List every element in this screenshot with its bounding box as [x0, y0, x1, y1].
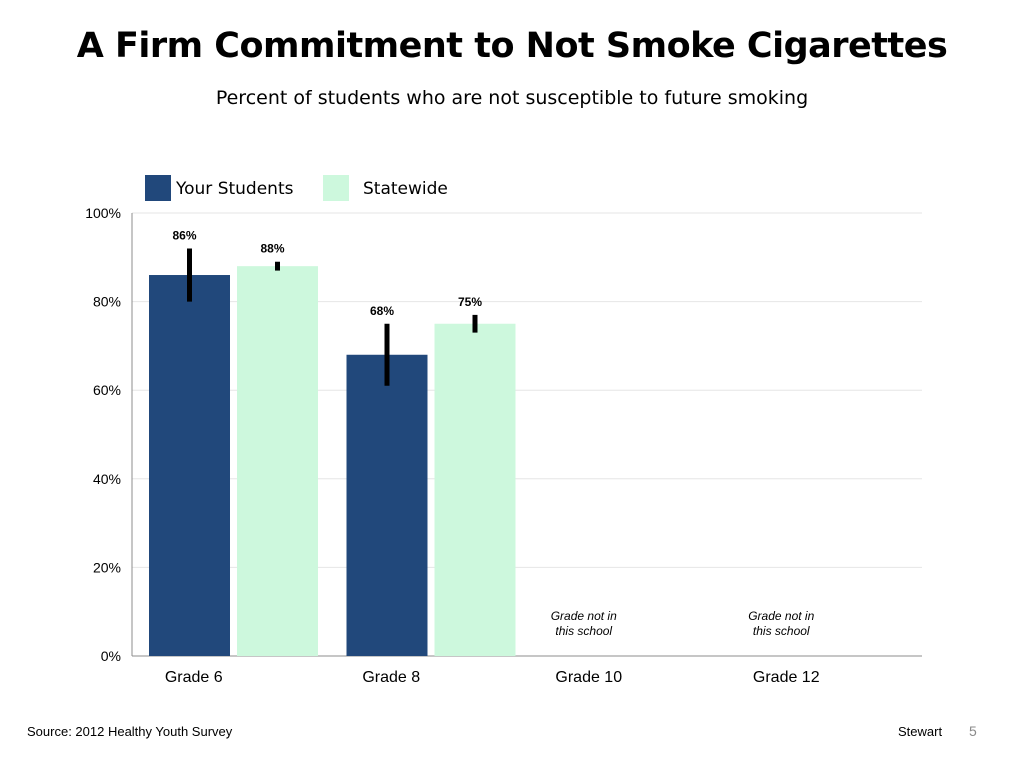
bar — [346, 354, 428, 656]
bar — [434, 323, 516, 656]
x-tick-label: Grade 10 — [555, 669, 622, 686]
y-tick-label: 0% — [101, 648, 121, 664]
x-tick-label: Grade 12 — [753, 669, 820, 686]
category-note: Grade not in — [551, 609, 617, 623]
data-label: 88% — [260, 242, 284, 256]
y-tick-label: 40% — [93, 471, 121, 487]
data-label: 75% — [458, 295, 482, 309]
data-label: 86% — [172, 228, 196, 242]
x-tick-label: Grade 8 — [362, 669, 420, 686]
data-label: 68% — [370, 304, 394, 318]
category-note: this school — [555, 624, 612, 638]
y-tick-label: 80% — [93, 294, 121, 310]
bar — [149, 275, 230, 656]
category-note: Grade not in — [748, 609, 814, 623]
y-tick-label: 100% — [85, 205, 121, 221]
legend-swatch — [323, 175, 349, 201]
slide-title: A Firm Commitment to Not Smoke Cigarette… — [76, 26, 948, 66]
y-tick-label: 60% — [93, 382, 121, 398]
y-tick-label: 20% — [93, 559, 121, 575]
category-note: this school — [753, 624, 810, 638]
page-number: 5 — [969, 723, 977, 739]
source-note: Source: 2012 Healthy Youth Survey — [27, 724, 233, 739]
bar — [237, 266, 318, 656]
legend-label: Statewide — [363, 179, 448, 199]
slide-subtitle: Percent of students who are not suscepti… — [215, 87, 809, 109]
legend-swatch — [145, 175, 171, 201]
legend-label: Your Students — [175, 179, 294, 199]
author-name: Stewart — [898, 724, 943, 739]
x-tick-label: Grade 6 — [165, 669, 223, 686]
